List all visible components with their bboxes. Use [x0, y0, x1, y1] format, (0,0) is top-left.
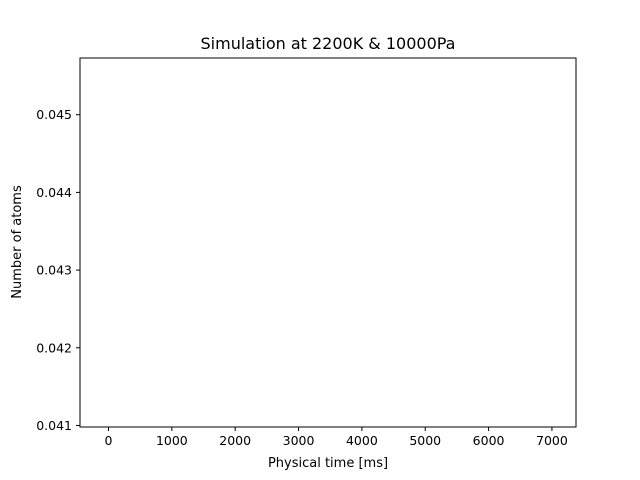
y-tick-label: 0.043 [36, 263, 72, 278]
x-tick-label: 5000 [409, 433, 441, 448]
x-axis-ticks: 0 1000 2000 3000 4000 5000 6000 7000 [105, 427, 568, 448]
x-tick-label: 4000 [346, 433, 378, 448]
plot-area-frame [79, 57, 577, 428]
y-axis-ticks: 0.041 0.042 0.043 0.044 0.045 [36, 107, 80, 433]
chart-title: Simulation at 2200K & 10000Pa [201, 34, 456, 53]
y-tick-label: 0.042 [36, 340, 72, 355]
x-tick-label: 3000 [283, 433, 315, 448]
x-tick-label: 6000 [473, 433, 505, 448]
x-tick-label: 1000 [156, 433, 188, 448]
y-axis-label: Number of atoms [10, 185, 25, 299]
y-tick-label: 0.045 [36, 107, 72, 122]
y-tick-label: 0.044 [36, 185, 72, 200]
x-tick-label: 0 [105, 433, 113, 448]
y-tick-label: 0.041 [36, 418, 72, 433]
x-tick-label: 2000 [219, 433, 251, 448]
x-tick-label: 7000 [536, 433, 568, 448]
x-axis-label: Physical time [ms] [268, 456, 388, 471]
